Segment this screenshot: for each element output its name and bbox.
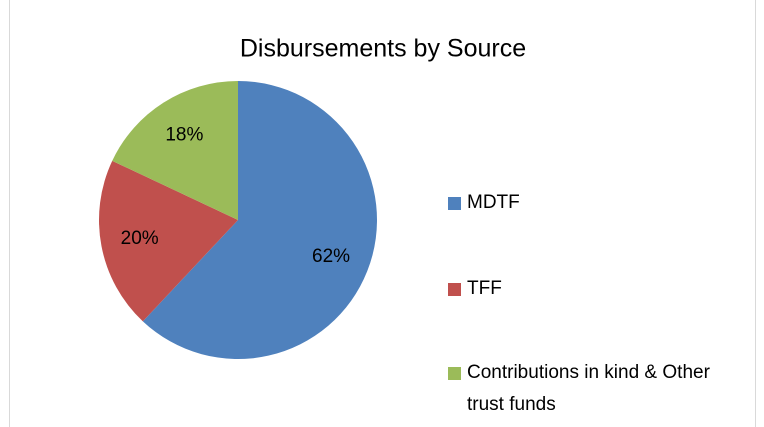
- legend-label: Contributions in kind & Other trust fund…: [467, 362, 710, 415]
- legend-item: MDTF: [448, 187, 733, 219]
- pie-slice: [112, 81, 238, 220]
- legend-label: MDTF: [467, 192, 520, 213]
- legend-item: Contributions in kind & Other trust fund…: [448, 357, 733, 421]
- pie-slice: [99, 160, 238, 322]
- data-label: 20%: [121, 228, 159, 249]
- chart-title: Disbursements by Source: [240, 35, 526, 63]
- data-label: 18%: [165, 125, 203, 146]
- legend-swatch: [448, 197, 461, 210]
- pie-slice: [142, 81, 378, 359]
- chart-border: [9, 0, 756, 427]
- legend-swatch: [448, 283, 461, 296]
- data-label: 62%: [312, 246, 350, 267]
- legend-swatch: [448, 367, 461, 380]
- legend-item: TFF: [448, 273, 733, 305]
- legend-label: TFF: [467, 278, 502, 299]
